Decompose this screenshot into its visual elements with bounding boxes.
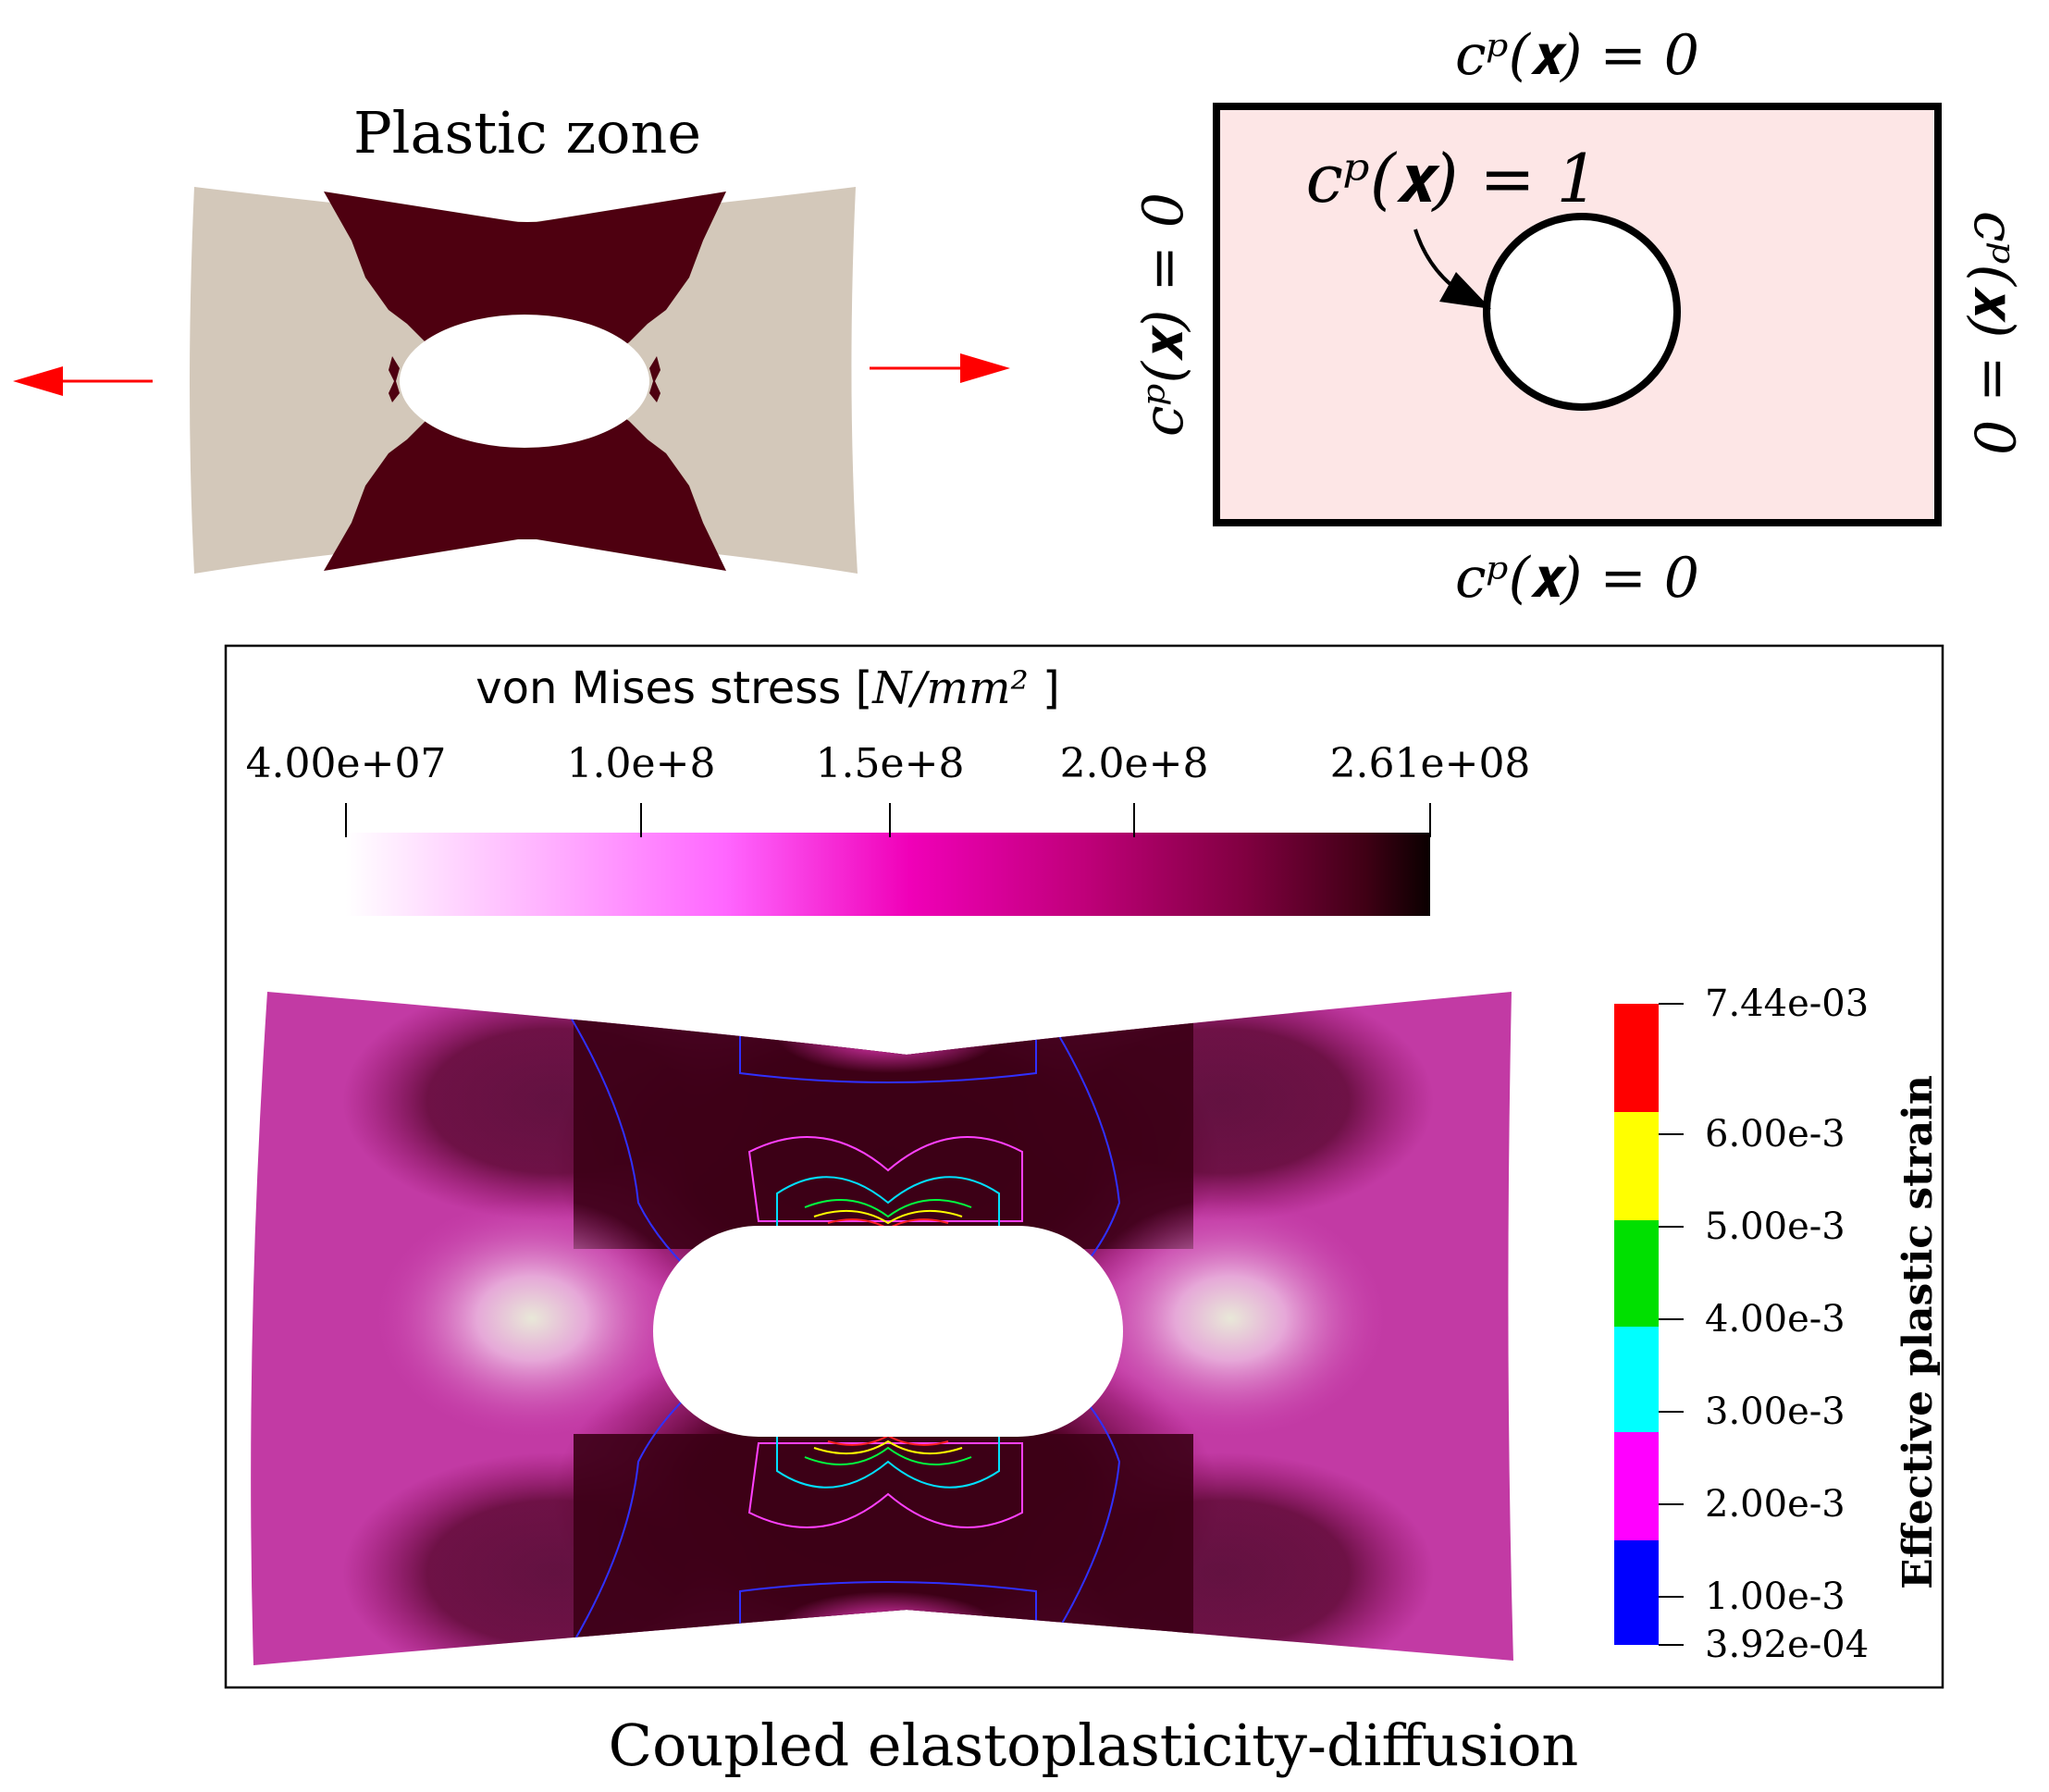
vm-colorbar bbox=[346, 833, 1430, 916]
strain-colorbar-title: Effective plastic strain bbox=[1895, 1075, 1942, 1589]
plastic-band-upper bbox=[324, 192, 726, 370]
strain-tick-label-7: 3.92e-04 bbox=[1705, 1624, 1869, 1666]
strain-colorbar bbox=[1614, 1004, 1659, 1645]
bc-hole-label: cᵖ(𝐱) = 1 bbox=[1306, 140, 1599, 217]
stress-panel: von Mises stress [N/mm² ] 4.00e+07 1.0e+… bbox=[224, 644, 1944, 1689]
strain-color-2 bbox=[1614, 1220, 1659, 1327]
boundary-diagram: cᵖ(𝐱) = 0 cᵖ(𝐱) = 0 cᵖ(𝐱) = 1 cᵖ(𝐱) = 0 … bbox=[1131, 23, 2026, 611]
plastic-band-lower bbox=[324, 393, 726, 571]
strain-ticks bbox=[1659, 1003, 1684, 1646]
vm-colorbar-title: von Mises stress [N/mm² ] bbox=[475, 662, 1059, 714]
strain-tick-label-2: 5.00e-3 bbox=[1705, 1205, 1845, 1248]
bc-bottom-label: cᵖ(𝐱) = 0 bbox=[1455, 546, 1699, 611]
plastic-zone-panel: Plastic zone bbox=[13, 99, 1010, 574]
vm-ticks bbox=[345, 803, 1431, 837]
strain-tick-label-4: 3.00e-3 bbox=[1705, 1390, 1845, 1433]
vm-tick-label-4: 2.61e+08 bbox=[1330, 740, 1531, 787]
strain-tick-label-0: 7.44e-03 bbox=[1705, 983, 1869, 1025]
bc-left-label: cᵖ(𝐱) = 0 bbox=[1131, 192, 1196, 437]
strain-color-5 bbox=[1614, 1540, 1659, 1645]
plastic-zone-title: Plastic zone bbox=[353, 99, 701, 167]
strain-color-3 bbox=[1614, 1327, 1659, 1432]
inclusion-circle bbox=[1483, 213, 1681, 411]
vm-tick-label-1: 1.0e+8 bbox=[567, 740, 716, 787]
strain-color-0 bbox=[1614, 1004, 1659, 1112]
bc-top-label: cᵖ(𝐱) = 0 bbox=[1455, 23, 1699, 88]
bc-right-label: cᵖ(𝐱) = 0 bbox=[1961, 211, 2026, 455]
strain-tick-label-1: 6.00e-3 bbox=[1705, 1113, 1845, 1156]
figure-caption: Coupled elastoplasticity-diffusion bbox=[609, 1712, 1579, 1779]
stress-specimen bbox=[251, 992, 1514, 1665]
strain-tick-label-3: 4.00e-3 bbox=[1705, 1298, 1845, 1341]
vm-tick-label-2: 1.5e+8 bbox=[816, 740, 965, 787]
strain-tick-label-6: 1.00e-3 bbox=[1705, 1576, 1845, 1618]
strain-color-1 bbox=[1614, 1112, 1659, 1220]
stress-hole bbox=[653, 1226, 1123, 1437]
vm-tick-label-3: 2.0e+8 bbox=[1060, 740, 1209, 787]
strain-color-4 bbox=[1614, 1432, 1659, 1540]
strain-tick-label-5: 2.00e-3 bbox=[1705, 1483, 1845, 1526]
plastic-hole bbox=[400, 315, 649, 448]
vm-tick-label-0: 4.00e+07 bbox=[246, 740, 447, 787]
